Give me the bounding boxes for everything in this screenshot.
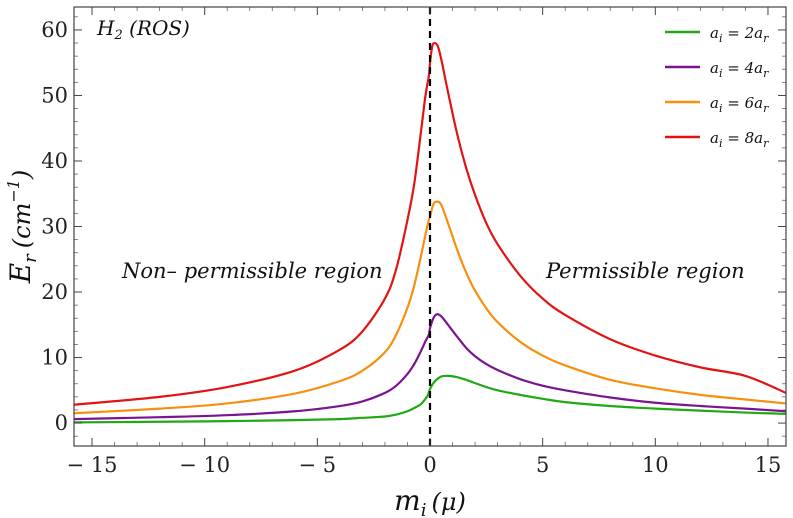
right-region-annotation: Permissible region [545,259,745,283]
y-tick-label: 30 [41,215,68,239]
system-annotation: H2 (ROS) [96,16,190,43]
x-tick-label: − 5 [299,453,337,477]
legend-label-part: r [763,137,769,150]
y-tick-label: 10 [41,346,68,370]
legend-label-part: = 2a [722,24,763,42]
x-tick-label: 10 [642,453,669,477]
legend-label-part: r [763,102,769,115]
legend-label-part: = 4a [722,59,763,77]
y-tick-label: 40 [41,149,68,173]
axis-ticks: − 15 − 10 − 5 0 5 10 15 0 10 20 30 40 50 60 [41,7,786,477]
legend-label-part: a [710,94,719,112]
y-tick-label: 0 [55,411,68,435]
y-axis-label-sub: r [20,253,41,263]
plot-area [73,7,787,446]
y-axis-label-unit-open: (cm [8,203,36,249]
y-tick-label: 20 [41,280,68,304]
series-line-4 [73,41,787,406]
x-tick-label: − 15 [67,453,118,477]
x-axis-label-unit: (μ) [432,488,466,516]
x-tick-label: 15 [755,453,782,477]
y-axis-label-unit-sup: −1 [4,179,23,203]
legend-label-part: i [719,102,723,115]
y-axis-label-unit-close: ) [8,170,36,180]
x-axis-label-main: m [394,484,421,517]
x-axis-label-sub: i [421,500,427,518]
legend-label-part: r [763,32,769,45]
legend-label-part: a [710,129,719,147]
y-axis-label: Er (cm−1) [4,170,41,285]
legend-label-part: i [719,137,723,150]
legend-label-part: i [719,67,723,80]
legend-label-part: a [710,59,719,77]
y-axis-label-main: E [4,263,37,284]
y-tick-label: 60 [41,18,68,42]
series-line-2 [73,313,787,421]
legend-label-part: r [763,67,769,80]
x-tick-label: 5 [536,453,549,477]
plot-frame [73,6,787,447]
legend-label-part: = 6a [722,94,763,112]
left-region-annotation: Non– permissible region [121,259,383,283]
system-main: H [96,16,115,40]
legend-label-part: a [710,24,719,42]
legend-label-3: ai = 6ar [710,94,769,115]
system-sub: 2 [113,28,122,43]
series-line-3 [73,200,787,415]
legend-label-4: ai = 8ar [710,129,769,150]
x-axis-label: mi (μ) [394,484,466,518]
x-tick-label: 0 [423,453,436,477]
x-tick-label: − 10 [179,453,230,477]
legend-label-part: = 8a [722,129,763,147]
system-rest: (ROS) [123,16,190,40]
legend-label-part: i [719,32,723,45]
y-tick-label: 50 [41,83,68,107]
legend-label-2: ai = 4ar [710,59,769,80]
series-line-1 [73,374,787,424]
legend-label-1: ai = 2ar [710,24,769,45]
